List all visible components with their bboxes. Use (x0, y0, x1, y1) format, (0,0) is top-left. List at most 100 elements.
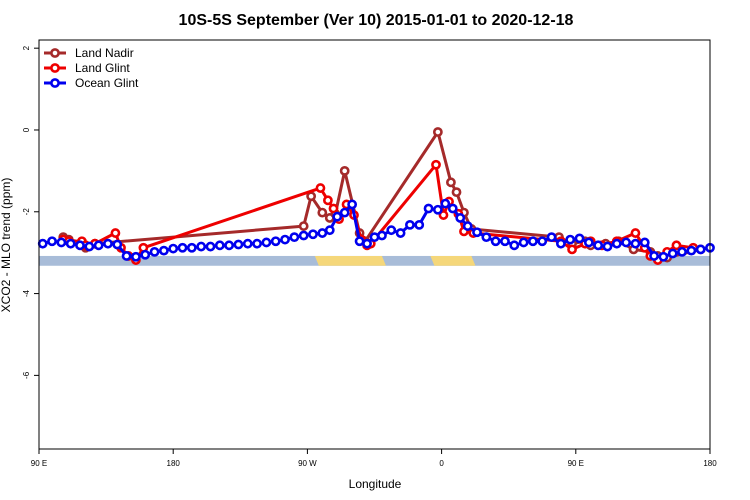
data-point-ocean-glint (140, 249, 151, 260)
data-point-ocean-glint (369, 232, 380, 243)
data-point-ocean-glint (462, 221, 473, 231)
legend-label-land-nadir: Land Nadir (75, 46, 134, 60)
data-point-ocean-glint (158, 245, 169, 256)
data-point-ocean-glint (224, 240, 235, 251)
x-tick-label: 0 (439, 459, 444, 468)
data-point-ocean-glint (593, 240, 604, 251)
land-patch (314, 255, 386, 266)
data-point-ocean-glint (186, 242, 197, 253)
data-point-ocean-glint (677, 246, 687, 257)
plot-frame (38, 39, 711, 450)
data-point-ocean-glint (686, 245, 697, 256)
legend-marker-land-glint (50, 63, 60, 73)
data-point-ocean-glint (149, 246, 160, 257)
x-tick-label: 90 E (568, 459, 584, 468)
data-point-ocean-glint (481, 232, 492, 243)
legend-label-land-glint: Land Glint (75, 61, 130, 75)
x-tick-label: 90 E (31, 459, 47, 468)
data-point-land-glint (438, 210, 449, 220)
y-tick-label: -6 (22, 371, 31, 379)
data-point-land-glint (567, 244, 577, 255)
series-layer (37, 127, 715, 265)
y-axis-label: XCO2 - MLO trend (ppm) (0, 178, 13, 313)
data-point-ocean-glint (131, 251, 141, 262)
data-point-ocean-glint (432, 204, 443, 215)
data-point-ocean-glint (252, 238, 262, 249)
data-point-land-glint (671, 240, 682, 251)
data-point-land-glint (323, 195, 333, 206)
data-point-land-glint (315, 183, 326, 193)
data-point-ocean-glint (317, 228, 328, 238)
map-strip (39, 255, 710, 266)
data-point-ocean-glint (205, 241, 216, 252)
data-point-ocean-glint (37, 238, 48, 249)
data-point-ocean-glint (395, 228, 406, 238)
data-point-land-glint (110, 228, 121, 238)
data-point-land-nadir (451, 187, 462, 198)
data-point-ocean-glint (214, 240, 225, 251)
data-point-land-nadir (446, 177, 456, 188)
x-axis-label: Longitude (349, 477, 402, 491)
data-point-ocean-glint (621, 237, 632, 248)
data-point-ocean-glint (602, 241, 613, 252)
data-point-ocean-glint (546, 232, 557, 243)
data-point-ocean-glint (261, 237, 272, 248)
data-point-land-nadir (298, 221, 309, 231)
data-point-ocean-glint (47, 236, 57, 247)
data-point-ocean-glint (362, 238, 372, 249)
data-point-ocean-glint (347, 199, 358, 210)
data-point-ocean-glint (611, 238, 622, 249)
chart-title: 10S-5S September (Ver 10) 2015-01-01 to … (179, 12, 574, 29)
data-point-ocean-glint (103, 238, 113, 249)
data-point-ocean-glint (565, 234, 576, 245)
data-point-ocean-glint (93, 240, 104, 251)
y-axis: 2 0 -2 -4 -6 (22, 45, 39, 379)
data-point-ocean-glint (84, 241, 95, 252)
data-point-land-glint (630, 228, 641, 238)
data-point-land-nadir (432, 127, 443, 137)
legend-marker-ocean-glint (50, 78, 60, 88)
x-tick-label: 180 (167, 459, 181, 468)
data-point-land-nadir (339, 165, 350, 176)
data-point-ocean-glint (447, 203, 458, 214)
data-point-ocean-glint (280, 234, 290, 245)
y-tick-label: 2 (22, 45, 31, 50)
y-tick-label: 0 (22, 127, 31, 132)
data-point-ocean-glint (630, 238, 641, 249)
data-point-ocean-glint (639, 237, 650, 248)
data-point-ocean-glint (56, 237, 67, 248)
data-point-ocean-glint (440, 198, 451, 209)
data-point-ocean-glint (332, 211, 343, 222)
data-point-ocean-glint (298, 230, 309, 241)
y-tick-label: -2 (22, 208, 31, 216)
data-point-ocean-glint (490, 236, 501, 247)
data-point-ocean-glint (423, 203, 434, 214)
data-point-ocean-glint (695, 244, 706, 255)
data-point-ocean-glint (386, 225, 397, 236)
data-point-ocean-glint (112, 239, 123, 250)
data-point-ocean-glint (121, 251, 132, 261)
data-point-ocean-glint (455, 213, 466, 223)
legend-label-ocean-glint: Ocean Glint (75, 76, 139, 90)
series-land-nadir (58, 127, 706, 263)
x-tick-label: 90 W (298, 459, 317, 468)
data-point-ocean-glint (177, 242, 188, 253)
data-point-ocean-glint (405, 219, 415, 230)
data-point-ocean-glint (308, 229, 318, 240)
x-tick-label: 180 (703, 459, 717, 468)
data-point-ocean-glint (667, 248, 678, 259)
data-point-land-glint (431, 159, 441, 170)
data-point-ocean-glint (414, 219, 425, 230)
data-point-ocean-glint (472, 227, 482, 238)
data-point-land-nadir (317, 207, 328, 218)
data-point-ocean-glint (242, 238, 253, 249)
series-ocean-glint (37, 198, 715, 262)
data-point-ocean-glint (196, 241, 207, 252)
data-point-ocean-glint (555, 238, 566, 249)
legend-marker-land-nadir (50, 48, 60, 58)
data-point-ocean-glint (500, 236, 510, 247)
data-point-ocean-glint (377, 230, 387, 241)
data-point-ocean-glint (354, 236, 365, 247)
